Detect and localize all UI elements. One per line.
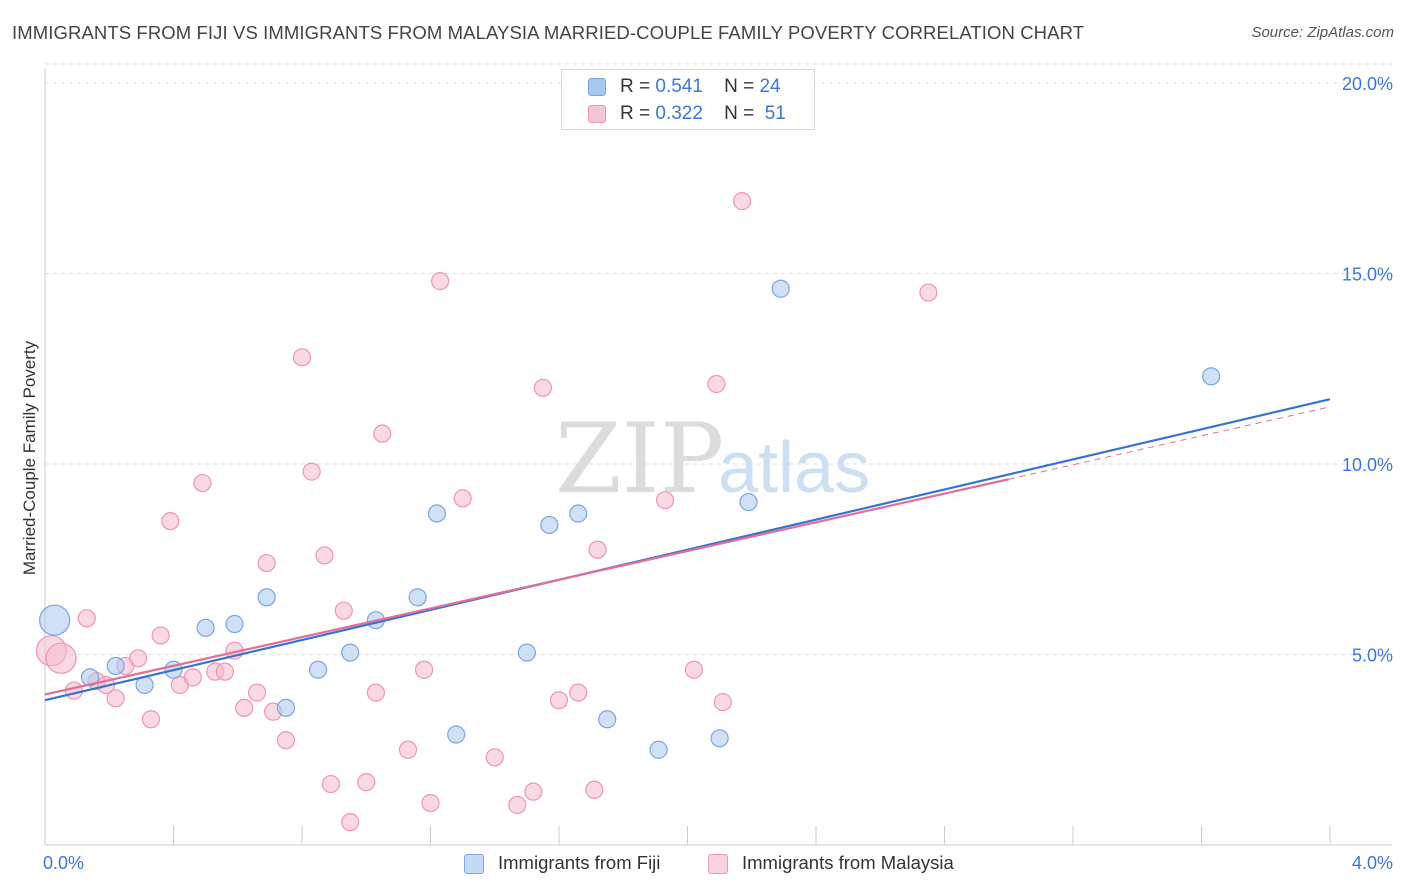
malaysia-legend-swatch bbox=[708, 854, 728, 874]
malaysia-n-value: 51 bbox=[765, 103, 786, 124]
malaysia-point bbox=[184, 669, 201, 686]
malaysia-point bbox=[258, 555, 275, 572]
malaysia-point bbox=[509, 796, 526, 813]
malaysia-point bbox=[586, 781, 603, 798]
malaysia-point bbox=[78, 610, 95, 627]
malaysia-point bbox=[322, 776, 339, 793]
fiji-r-value: 0.541 bbox=[655, 76, 703, 97]
y-tick-label: 15.0% bbox=[1342, 265, 1393, 285]
malaysia-point bbox=[570, 684, 587, 701]
malaysia-point bbox=[277, 732, 294, 749]
malaysia-point bbox=[335, 602, 352, 619]
fiji-point bbox=[197, 619, 214, 636]
malaysia-point bbox=[130, 650, 147, 667]
fiji-point bbox=[650, 741, 667, 758]
fiji-point bbox=[740, 494, 757, 511]
fiji-points bbox=[40, 280, 1220, 758]
fiji-point bbox=[342, 644, 359, 661]
y-tick-label: 20.0% bbox=[1342, 74, 1393, 94]
malaysia-point bbox=[525, 783, 542, 800]
fiji-point bbox=[599, 711, 616, 728]
fiji-n-label: N = bbox=[724, 76, 754, 97]
malaysia-point bbox=[107, 690, 124, 707]
malaysia-point bbox=[454, 490, 471, 507]
malaysia-trend-extension bbox=[1009, 407, 1330, 479]
fiji-point bbox=[226, 616, 243, 633]
malaysia-trend-line bbox=[45, 479, 1009, 694]
fiji-point bbox=[448, 726, 465, 743]
malaysia-point bbox=[236, 699, 253, 716]
malaysia-point bbox=[143, 711, 160, 728]
malaysia-point bbox=[486, 749, 503, 766]
malaysia-point bbox=[303, 463, 320, 480]
fiji-point bbox=[541, 516, 558, 533]
malaysia-point bbox=[367, 684, 384, 701]
malaysia-r-label: R = bbox=[620, 103, 650, 124]
fiji-point bbox=[711, 730, 728, 747]
fiji-swatch bbox=[588, 78, 606, 96]
watermark-atlas: atlas bbox=[718, 428, 870, 508]
malaysia-point bbox=[216, 663, 233, 680]
malaysia-point bbox=[714, 694, 731, 711]
malaysia-point bbox=[358, 774, 375, 791]
malaysia-point bbox=[316, 547, 333, 564]
y-tick-label: 10.0% bbox=[1342, 455, 1393, 475]
fiji-point bbox=[310, 661, 327, 678]
malaysia-point bbox=[152, 627, 169, 644]
malaysia-point bbox=[400, 741, 417, 758]
fiji-point bbox=[570, 505, 587, 522]
watermark-zip: ZIP bbox=[555, 403, 724, 515]
malaysia-point bbox=[46, 643, 76, 673]
x-tick-label-min: 0.0% bbox=[43, 853, 84, 873]
watermark: ZIP atlas bbox=[555, 403, 870, 515]
malaysia-point bbox=[534, 379, 551, 396]
malaysia-point bbox=[551, 692, 568, 709]
malaysia-point bbox=[374, 425, 391, 442]
malaysia-point bbox=[708, 375, 725, 392]
malaysia-point bbox=[162, 513, 179, 530]
malaysia-legend-label: Immigrants from Malaysia bbox=[742, 852, 954, 874]
fiji-point bbox=[409, 589, 426, 606]
malaysia-point bbox=[416, 661, 433, 678]
fiji-r-label: R = bbox=[620, 76, 650, 97]
fiji-legend-label: Immigrants from Fiji bbox=[498, 852, 660, 874]
y-tick-label: 5.0% bbox=[1352, 646, 1393, 666]
malaysia-point bbox=[432, 273, 449, 290]
fiji-n-value: 24 bbox=[759, 76, 780, 97]
fiji-point bbox=[428, 505, 445, 522]
fiji-point bbox=[518, 644, 535, 661]
correlation-legend: R = 0.541 N = 24 R = 0.322 N = 51 bbox=[561, 69, 815, 130]
fiji-point bbox=[40, 605, 70, 635]
fiji-point bbox=[772, 280, 789, 297]
grid-lines bbox=[45, 64, 1392, 655]
malaysia-point bbox=[422, 795, 439, 812]
fiji-point bbox=[1203, 368, 1220, 385]
malaysia-point bbox=[342, 814, 359, 831]
malaysia-swatch bbox=[588, 105, 606, 123]
malaysia-point bbox=[920, 284, 937, 301]
malaysia-point bbox=[734, 193, 751, 210]
malaysia-point bbox=[685, 661, 702, 678]
malaysia-r-value: 0.322 bbox=[655, 103, 703, 124]
x-tick-label-max: 4.0% bbox=[1352, 853, 1393, 873]
fiji-point bbox=[107, 657, 124, 674]
malaysia-point bbox=[657, 492, 674, 509]
malaysia-point bbox=[65, 682, 82, 699]
fiji-legend-swatch bbox=[464, 854, 484, 874]
malaysia-point bbox=[294, 349, 311, 366]
fiji-point bbox=[277, 699, 294, 716]
malaysia-point bbox=[589, 541, 606, 558]
fiji-point bbox=[258, 589, 275, 606]
scatter-chart: ZIP atlas 5.0% 10.0% 15.0% 20.0% 0.0% 4.0% Ma… bbox=[0, 0, 1406, 892]
malaysia-point bbox=[194, 475, 211, 492]
malaysia-n-label: N = bbox=[724, 103, 754, 124]
y-axis-label: Married-Couple Family Poverty bbox=[20, 340, 39, 575]
malaysia-points bbox=[36, 193, 937, 831]
malaysia-point bbox=[249, 684, 266, 701]
